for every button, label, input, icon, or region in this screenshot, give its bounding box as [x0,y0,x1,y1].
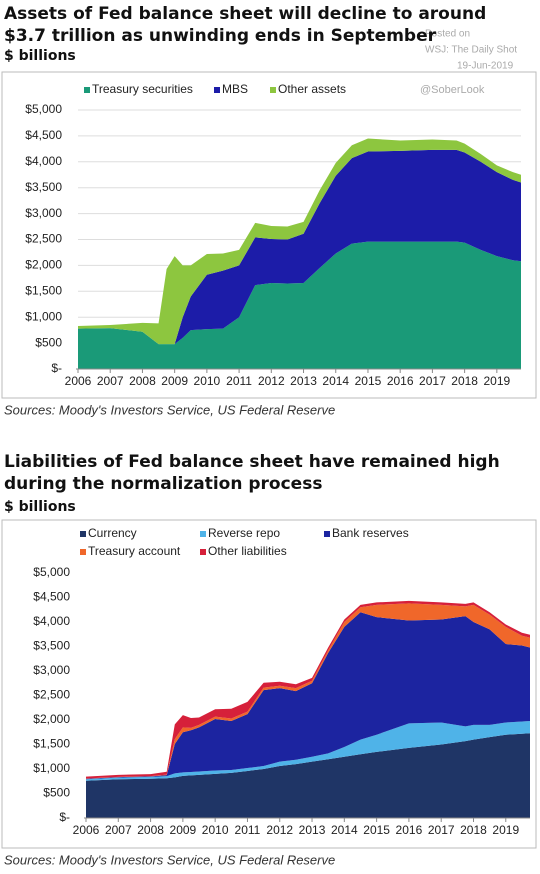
x-tick-label: 2006 [65,374,92,388]
x-tick-label: 2010 [202,823,229,837]
chart-title: Assets of Fed balance sheet will decline… [4,4,487,46]
x-tick-label: 2018 [451,374,478,388]
source: Sources: Moody's Investors Service, US F… [4,402,335,417]
area [86,733,530,818]
legend-label: Other assets [278,82,346,96]
y-tick-label: $5,000 [33,565,70,579]
source: Sources: Moody's Investors Service, US F… [4,852,335,867]
legend-label: MBS [222,82,248,96]
area [78,241,521,369]
y-tick-label: $1,000 [25,309,62,323]
y-tick-label: $1,500 [25,283,62,297]
x-tick-label: 2013 [290,374,317,388]
x-tick-label: 2019 [492,823,519,837]
x-tick-label: 2017 [419,374,446,388]
y-tick-label: $3,500 [33,639,70,653]
legend-label: Reverse repo [208,526,280,540]
legend-swatch [324,531,330,537]
y-tick-label: $- [59,810,70,824]
y-tick-label: $500 [35,335,62,349]
legend-label: Bank reserves [332,526,409,540]
x-tick-label: 2012 [266,823,293,837]
legend-swatch [200,531,206,537]
x-tick-label: 2011 [235,823,261,837]
legend-swatch [80,531,86,537]
x-tick-label: 2008 [137,823,164,837]
annotation: @SoberLook [420,84,485,96]
area [86,612,530,780]
annotation: 19-Jun-2019 [457,61,514,72]
frame [1,71,537,399]
annotation: WSJ: The Daily Shot [425,45,517,56]
x-tick-label: 2006 [73,823,100,837]
y-tick-label: $500 [43,786,70,800]
y-tick-label: $2,500 [25,232,62,246]
y-tick-label: $4,000 [33,614,70,628]
x-tick-label: 2018 [460,823,487,837]
y-tick-label: $3,000 [33,663,70,677]
y-tick-label: $1,500 [33,737,70,751]
area [86,720,530,781]
legend-label: Treasury securities [92,82,193,96]
x-tick-label: 2013 [299,823,326,837]
y-tick-label: $2,500 [33,688,70,702]
x-tick-label: 2007 [97,374,124,388]
y-tick-label: $1,000 [33,761,70,775]
y-tick-label: $3,000 [25,206,62,220]
area [78,138,521,345]
legend-label: Treasury account [88,544,181,558]
y-tick-label: $- [51,361,62,375]
y-tick-label: $5,000 [25,102,62,116]
chart-subtitle: $ billions [4,499,76,515]
chart-subtitle: $ billions [4,48,76,64]
annotation: Posted on [425,29,470,40]
x-tick-label: 2012 [258,374,285,388]
x-tick-label: 2019 [483,374,510,388]
x-tick-label: 2015 [355,374,382,388]
chart-title: Liabilities of Fed balance sheet have re… [4,452,500,494]
legend-label: Currency [88,526,137,540]
frame [1,519,537,849]
x-tick-label: 2015 [363,823,390,837]
legend-swatch [214,87,220,93]
legend-swatch [200,549,206,555]
area [86,603,530,779]
legend-label: Other liabilities [208,544,287,558]
x-tick-label: 2007 [105,823,132,837]
legend-swatch [84,87,90,93]
x-tick-label: 2011 [226,374,252,388]
y-tick-label: $2,000 [33,712,70,726]
x-tick-label: 2014 [331,823,358,837]
x-tick-label: 2009 [170,823,197,837]
y-tick-label: $3,500 [25,180,62,194]
x-tick-label: 2009 [161,374,188,388]
y-tick-label: $4,000 [25,154,62,168]
y-tick-label: $4,500 [25,128,62,142]
x-tick-label: 2008 [129,374,156,388]
x-tick-label: 2016 [396,823,423,837]
x-tick-label: 2016 [387,374,414,388]
y-tick-label: $2,000 [25,258,62,272]
x-tick-label: 2014 [322,374,349,388]
x-tick-label: 2010 [194,374,221,388]
y-tick-label: $4,500 [33,590,70,604]
x-tick-label: 2017 [428,823,455,837]
legend-swatch [80,549,86,555]
legend-swatch [270,87,276,93]
area [78,149,521,345]
